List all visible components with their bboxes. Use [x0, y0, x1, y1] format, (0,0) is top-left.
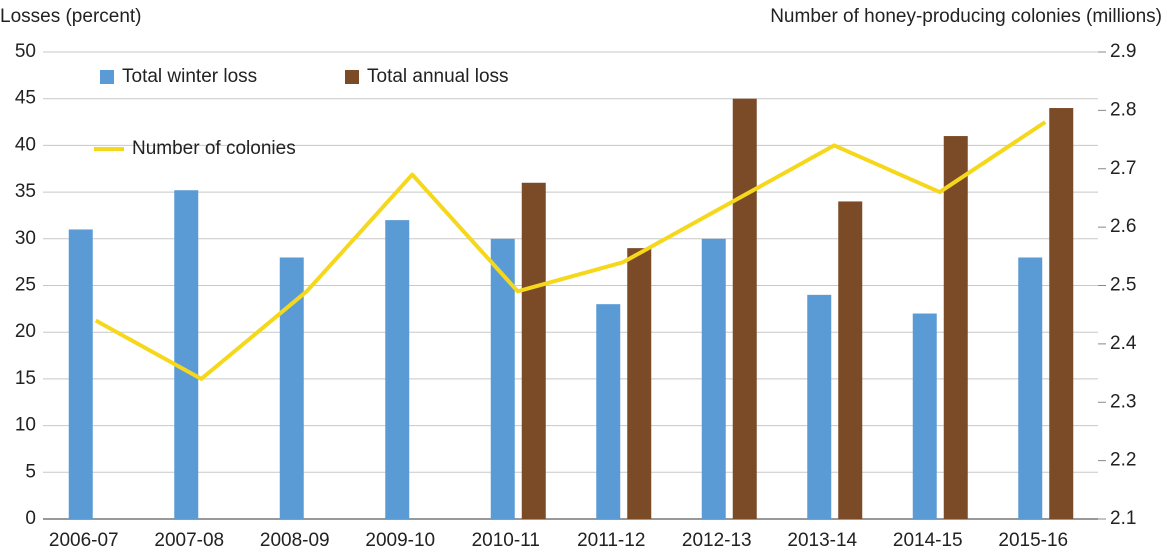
bar	[732, 98, 757, 519]
y2-tick-label: 2.8	[1110, 99, 1136, 120]
bar	[521, 182, 546, 519]
bar	[627, 248, 652, 519]
legend-swatch	[345, 70, 359, 84]
legend-swatch	[100, 70, 114, 84]
bar	[838, 201, 863, 519]
bar	[174, 190, 199, 519]
y-tick-label: 50	[15, 41, 36, 62]
x-tick-label: 2010-11	[472, 530, 540, 551]
legend-label: Number of colonies	[132, 138, 296, 159]
bar	[701, 238, 726, 520]
y-tick-label: 10	[15, 415, 36, 436]
y2-tick-label: 2.6	[1110, 216, 1136, 237]
x-tick-label: 2008-09	[260, 530, 330, 551]
x-tick-label: 2011-12	[577, 530, 645, 551]
legend-label: Total annual loss	[367, 66, 509, 87]
line	[94, 120, 1047, 381]
x-tick-label: 2012-13	[682, 530, 752, 551]
y-tick-label: 5	[25, 461, 36, 482]
y-tick-label: 45	[15, 88, 36, 109]
y-tick-label: 20	[15, 321, 36, 342]
y2-tick-label: 2.7	[1110, 158, 1136, 179]
bar	[1018, 257, 1043, 519]
y-tick-label: 15	[15, 368, 36, 389]
bar	[68, 229, 93, 519]
x-tick-label: 2006-07	[49, 530, 119, 551]
bar	[490, 238, 515, 520]
x-tick-label: 2013-14	[787, 530, 857, 551]
x-tick-label: 2009-10	[365, 530, 435, 551]
y2-tick-label: 2.2	[1110, 450, 1136, 471]
y2-axis-title: Number of honey-producing colonies (mill…	[770, 6, 1162, 27]
y-tick-label: 25	[15, 275, 36, 296]
x-tick-label: 2015-16	[998, 530, 1068, 551]
y-tick-label: 0	[25, 508, 36, 529]
y2-tick-label: 2.3	[1110, 391, 1136, 412]
y2-tick-label: 2.4	[1110, 333, 1137, 354]
x-tick-label: 2014-15	[893, 530, 963, 551]
y2-tick-label: 2.1	[1110, 508, 1136, 529]
bar	[385, 220, 410, 519]
bar	[279, 257, 304, 519]
x-tick-label: 2007-08	[154, 530, 224, 551]
y-axis-title: Losses (percent)	[0, 6, 142, 27]
bar	[596, 304, 621, 519]
y2-tick-label: 2.9	[1110, 41, 1136, 62]
legend-label: Total winter loss	[122, 66, 257, 87]
y-tick-label: 30	[15, 228, 36, 249]
y-tick-label: 35	[15, 181, 36, 202]
bar	[807, 294, 832, 519]
y2-tick-label: 2.5	[1110, 275, 1136, 296]
bar	[1049, 108, 1074, 519]
bar	[912, 313, 937, 519]
y-tick-label: 40	[15, 134, 36, 155]
bar	[943, 136, 968, 519]
